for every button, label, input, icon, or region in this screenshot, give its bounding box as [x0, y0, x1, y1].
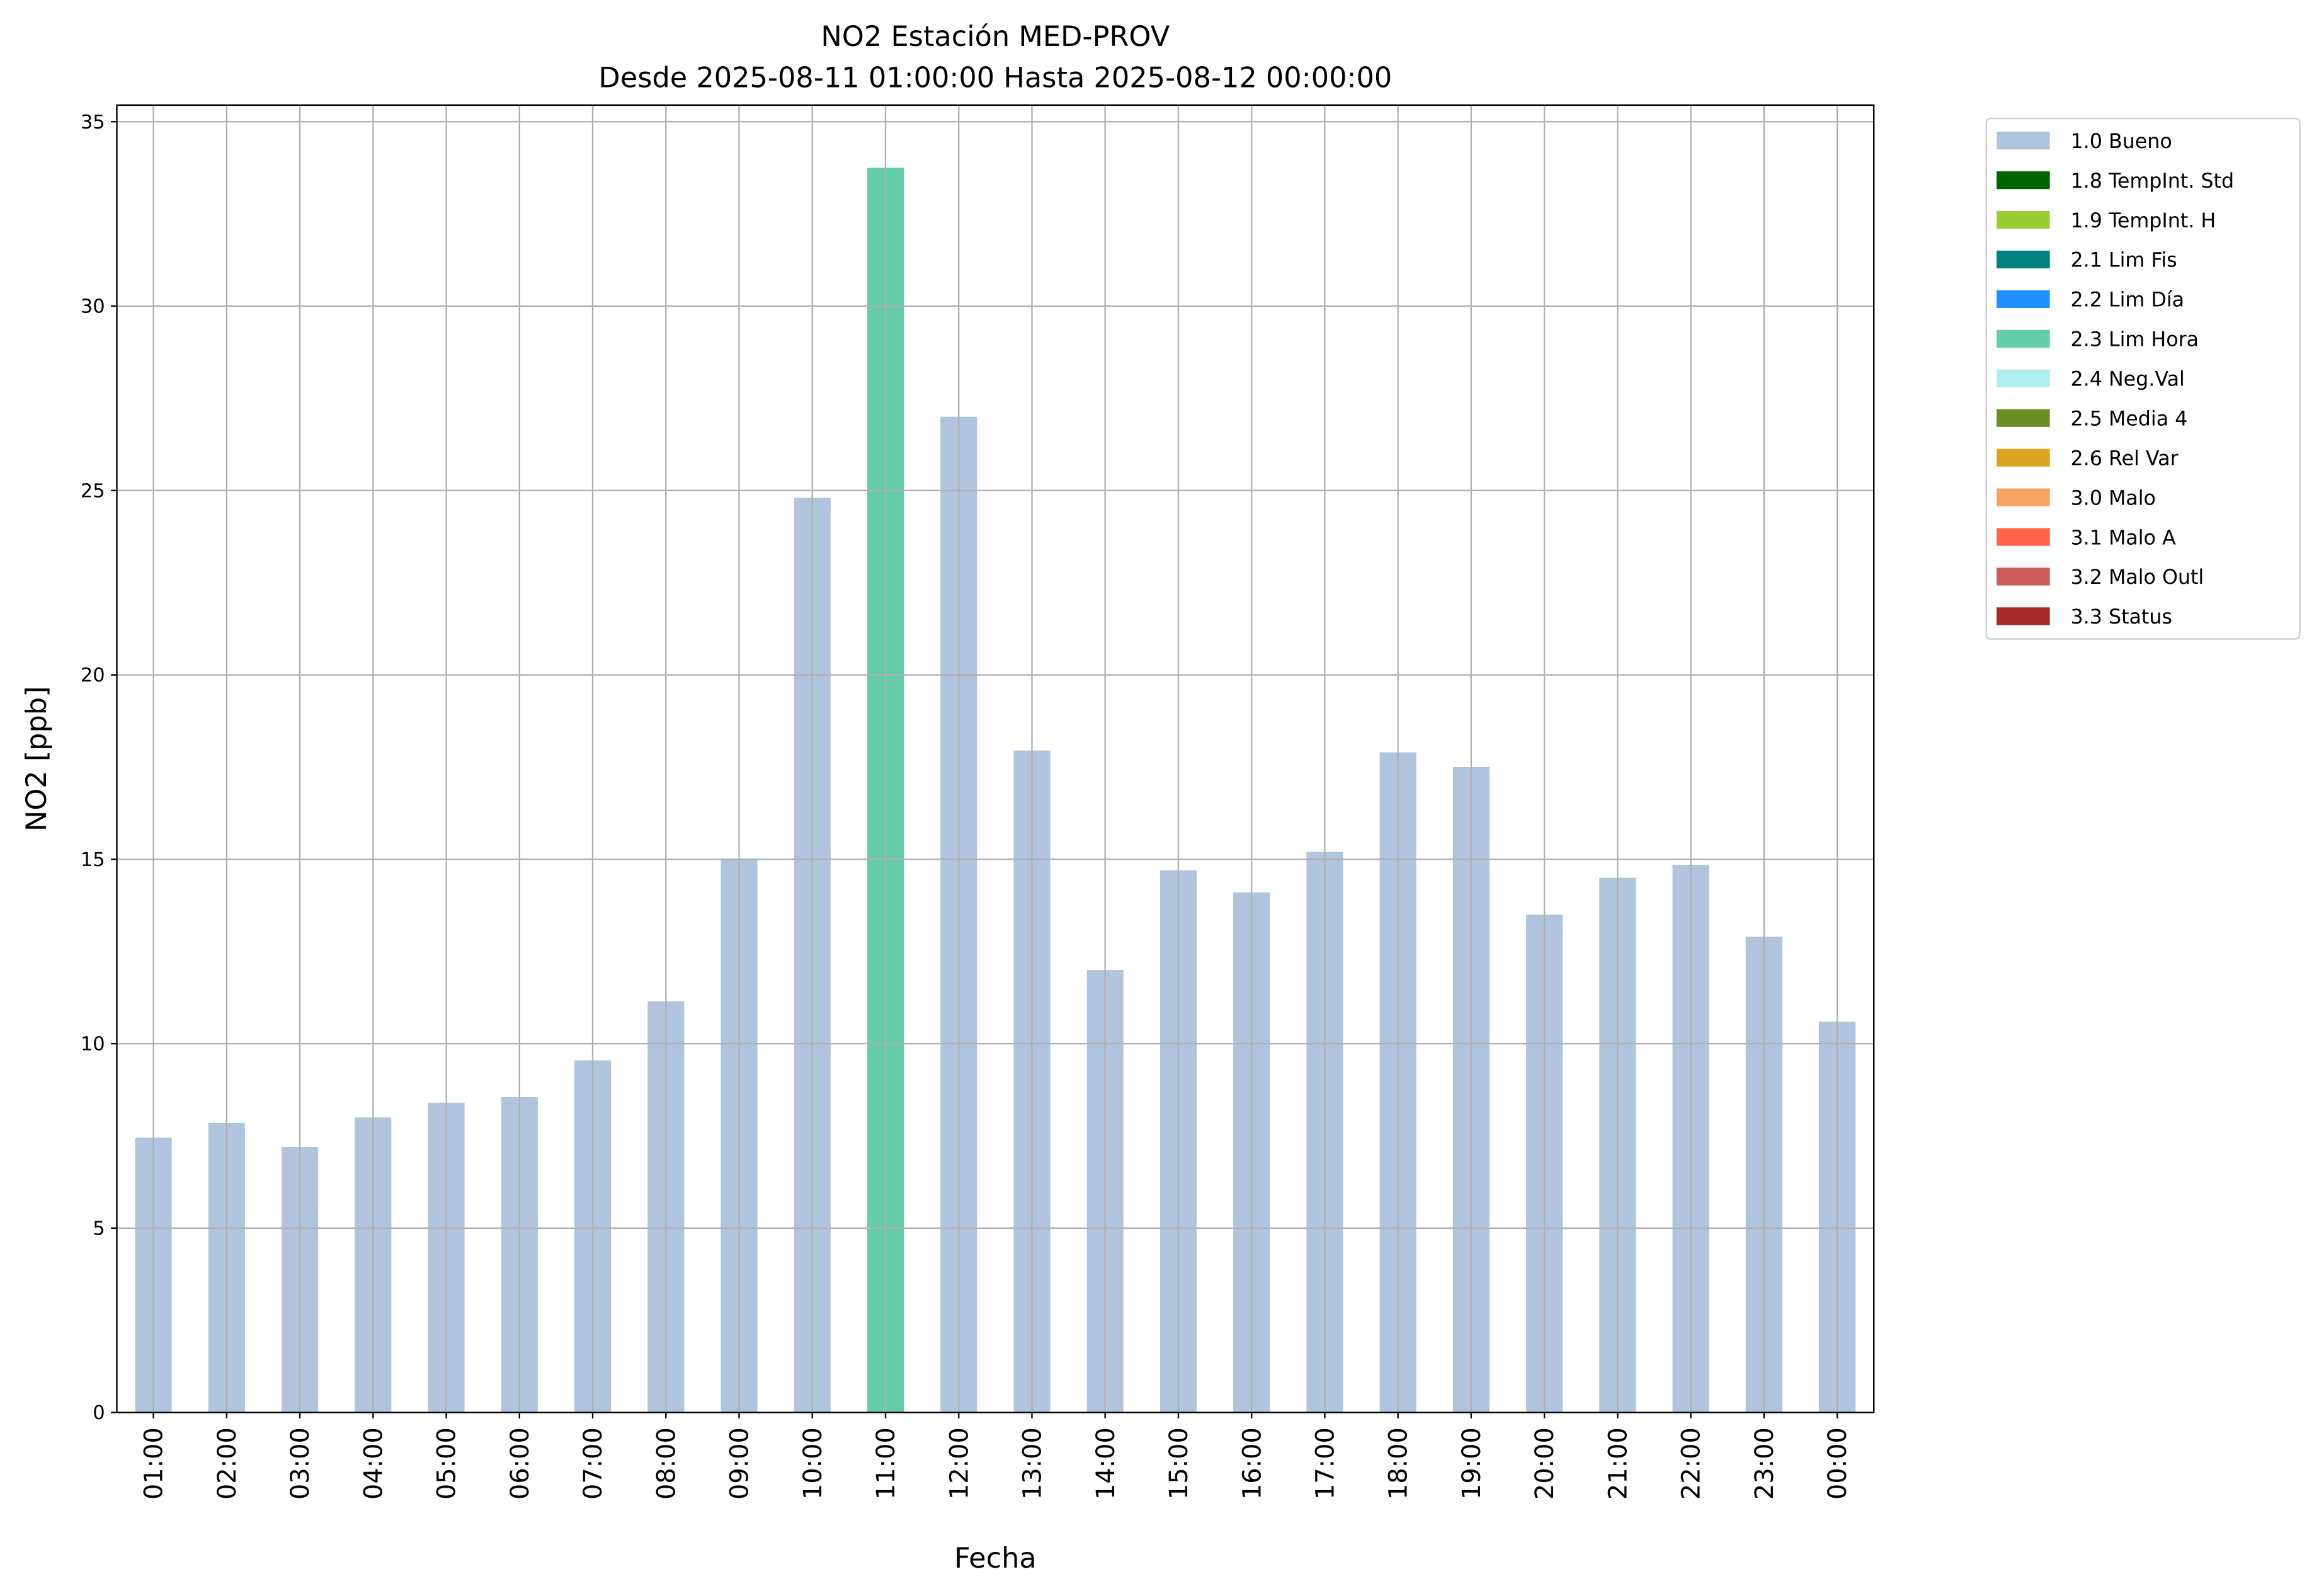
legend-swatch	[1997, 290, 2050, 309]
x-tick-label: 05:00	[433, 1427, 462, 1500]
legend-box	[1985, 117, 2301, 640]
axes: 0 5 10 15 20 25 30 35 01:00 02:00 03:00 04:00 05:00 0…	[81, 104, 1875, 1500]
x-tick-label: 09:00	[726, 1427, 755, 1500]
legend-swatch	[1997, 329, 2050, 348]
legend-label: 2.1 Lim Fis	[2071, 249, 2177, 272]
legend-swatch	[1997, 607, 2050, 625]
x-tick-label: 02:00	[213, 1427, 242, 1500]
x-tick-label: 11:00	[872, 1427, 901, 1500]
x-tick-label: 22:00	[1677, 1427, 1706, 1500]
chart-title: NO2 Estación MED-PROV	[821, 20, 1170, 53]
x-tick-label: 23:00	[1750, 1427, 1779, 1500]
y-tick-label: 25	[81, 480, 105, 502]
x-tick-label: 01:00	[140, 1427, 169, 1500]
y-tick-label: 35	[81, 111, 105, 134]
legend-label: 2.6 Rel Var	[2071, 447, 2179, 470]
y-tick-label: 30	[81, 296, 105, 318]
legend-swatch	[1997, 567, 2050, 586]
x-tick-label: 18:00	[1384, 1427, 1413, 1500]
y-tick-label: 20	[81, 664, 105, 687]
x-tick-label: 06:00	[506, 1427, 535, 1500]
legend-label: 2.2 Lim Día	[2071, 289, 2185, 312]
legend-label: 2.3 Lim Hora	[2071, 329, 2199, 351]
legend-label: 3.0 Malo	[2071, 487, 2156, 510]
legend-label: 1.9 TempInt. H	[2071, 210, 2216, 232]
x-tick-label: 17:00	[1311, 1427, 1340, 1500]
legend-swatch	[1997, 369, 2050, 387]
x-tick-label: 04:00	[359, 1427, 388, 1500]
legend-swatch	[1997, 488, 2050, 506]
y-tick-label: 5	[93, 1217, 105, 1240]
legend-swatch	[1997, 171, 2050, 190]
legend-label: 3.1 Malo A	[2071, 527, 2176, 549]
legend-swatch	[1997, 448, 2050, 467]
legend: 1.0 Bueno 1.8 TempInt. Std 1.9 TempInt. H 2…	[1985, 117, 2301, 640]
x-tick-label: 15:00	[1165, 1427, 1194, 1500]
legend-label: 1.8 TempInt. Std	[2071, 170, 2235, 193]
x-tick-label: 19:00	[1457, 1427, 1486, 1500]
y-axis-label: NO2 [ppb]	[20, 686, 53, 831]
y-tick-label: 10	[81, 1034, 105, 1056]
x-tick-label: 21:00	[1604, 1427, 1632, 1500]
x-axis-label: Fecha	[954, 1542, 1037, 1575]
y-tick-label: 0	[93, 1402, 105, 1424]
legend-swatch	[1997, 528, 2050, 546]
y-tick-label: 15	[81, 849, 105, 871]
x-tick-label: 13:00	[1018, 1427, 1047, 1500]
plot-frame	[116, 104, 1875, 1413]
legend-label: 2.4 Neg.Val	[2071, 368, 2185, 391]
legend-label: 3.2 Malo Outl	[2071, 566, 2204, 589]
x-tick-label: 08:00	[652, 1427, 681, 1500]
x-tick-label: 20:00	[1530, 1427, 1559, 1500]
legend-label: 1.0 Bueno	[2071, 130, 2172, 153]
x-tick-label: 07:00	[579, 1427, 608, 1500]
legend-swatch	[1997, 250, 2050, 269]
legend-label: 2.5 Media 4	[2071, 408, 2188, 430]
legend-label: 3.3 Status	[2071, 606, 2172, 629]
x-tick-label: 12:00	[945, 1427, 974, 1500]
x-tick-label: 14:00	[1091, 1427, 1120, 1500]
x-tick-label: 10:00	[799, 1427, 828, 1500]
x-tick-label: 16:00	[1238, 1427, 1267, 1500]
x-tick-label: 00:00	[1823, 1427, 1852, 1500]
legend-swatch	[1997, 132, 2050, 150]
legend-swatch	[1997, 210, 2050, 229]
legend-swatch	[1997, 409, 2050, 427]
x-tick-label: 03:00	[286, 1427, 315, 1500]
chart-subtitle: Desde 2025-08-11 01:00:00 Hasta 2025-08-…	[598, 62, 1392, 94]
